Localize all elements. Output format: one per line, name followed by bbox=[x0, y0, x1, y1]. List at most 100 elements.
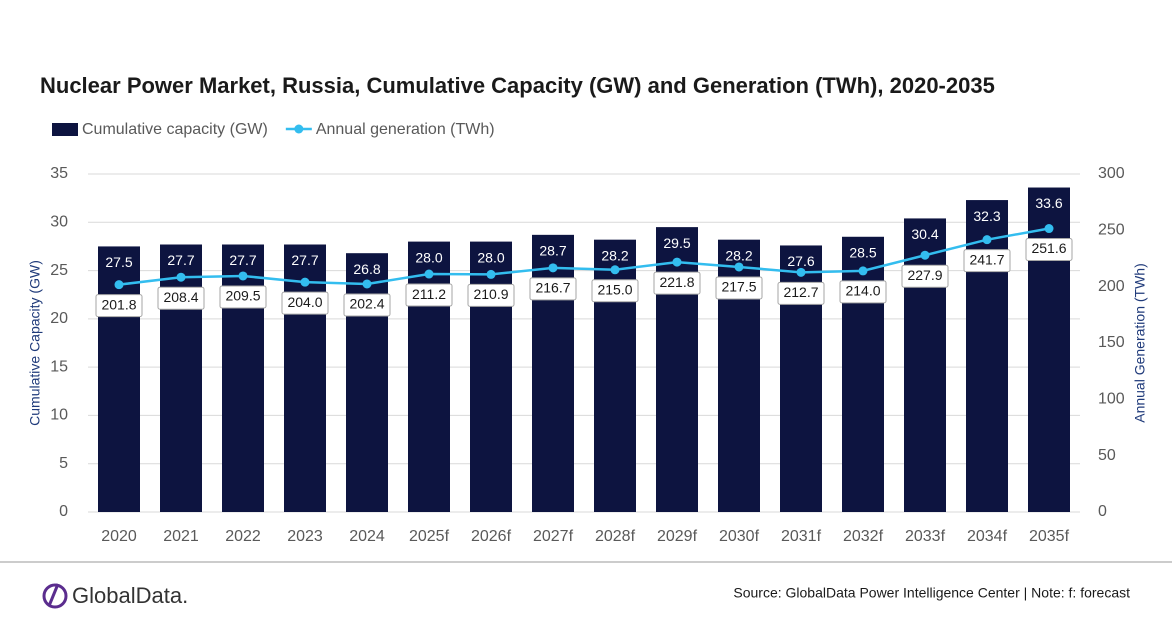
value-label-box bbox=[901, 264, 949, 288]
bar bbox=[470, 241, 512, 512]
value-label-box bbox=[653, 271, 701, 295]
bar bbox=[160, 244, 202, 513]
line-value-label: 209.5 bbox=[225, 288, 260, 304]
y2-tick-label: 0 bbox=[1098, 503, 1107, 520]
bar bbox=[98, 246, 140, 512]
bar-value-label: 28.2 bbox=[601, 247, 628, 263]
y-tick-label: 5 bbox=[59, 455, 68, 472]
value-label-box bbox=[405, 283, 453, 307]
x-tick-label: 2031f bbox=[781, 528, 822, 545]
x-tick-label: 2023 bbox=[287, 528, 323, 545]
x-tick-label: 2034f bbox=[967, 528, 1008, 545]
line-point bbox=[238, 271, 248, 281]
value-label-box bbox=[219, 285, 267, 309]
value-label-box bbox=[157, 286, 205, 310]
bar-value-label: 27.6 bbox=[787, 253, 814, 269]
y2-tick-label: 50 bbox=[1098, 447, 1116, 464]
value-label-box bbox=[529, 277, 577, 301]
y-tick-label: 30 bbox=[50, 214, 68, 231]
x-tick-label: 2024 bbox=[349, 528, 385, 545]
bar-value-label: 30.4 bbox=[911, 226, 938, 242]
bar-value-label: 28.5 bbox=[849, 244, 876, 260]
line-point bbox=[362, 279, 372, 289]
line-value-label: 208.4 bbox=[163, 289, 198, 305]
line-point bbox=[176, 272, 186, 282]
line-value-label: 216.7 bbox=[535, 280, 570, 296]
x-tick-label: 2033f bbox=[905, 528, 946, 545]
x-tick-label: 2027f bbox=[533, 528, 574, 545]
y-axis-title: Cumulative Capacity (GW) bbox=[27, 260, 43, 426]
y2-tick-label: 150 bbox=[1098, 334, 1125, 351]
line-point bbox=[672, 257, 682, 267]
bar-value-label: 32.3 bbox=[973, 208, 1000, 224]
line bbox=[118, 227, 1050, 286]
bar bbox=[966, 200, 1008, 512]
value-label-box bbox=[777, 281, 825, 305]
y-tick-label: 35 bbox=[50, 165, 68, 182]
line-point bbox=[858, 266, 868, 276]
y2-axis-title: Annual Generation (TWh) bbox=[1132, 263, 1148, 423]
x-tick-label: 2021 bbox=[163, 528, 199, 545]
y2-tick-label: 200 bbox=[1098, 278, 1125, 295]
bar bbox=[1028, 187, 1070, 512]
x-tick-label: 2020 bbox=[101, 528, 137, 545]
bar-value-label: 26.8 bbox=[353, 261, 380, 277]
logo-text: GlobalData. bbox=[72, 583, 188, 608]
bar-value-label: 29.5 bbox=[663, 235, 690, 251]
line-value-label: 204.0 bbox=[287, 294, 322, 310]
bar bbox=[904, 218, 946, 512]
line-point bbox=[548, 263, 558, 273]
y-tick-label: 0 bbox=[59, 503, 68, 520]
value-label-box bbox=[839, 280, 887, 304]
legend-swatch bbox=[52, 123, 78, 136]
x-tick-label: 2032f bbox=[843, 528, 884, 545]
bar bbox=[532, 234, 574, 512]
y-tick-label: 25 bbox=[50, 262, 68, 279]
y2-tick-label: 100 bbox=[1098, 391, 1125, 408]
line-value-label: 221.8 bbox=[659, 274, 694, 290]
line-point bbox=[982, 235, 992, 245]
value-label-box bbox=[281, 291, 329, 315]
bar bbox=[346, 253, 388, 512]
x-tick-label: 2028f bbox=[595, 528, 636, 545]
x-tick-label: 2029f bbox=[657, 528, 698, 545]
line-point bbox=[610, 265, 620, 275]
line-value-label: 227.9 bbox=[907, 267, 942, 283]
bar-value-label: 27.5 bbox=[105, 254, 132, 270]
line-point bbox=[920, 250, 930, 260]
line-value-label: 201.8 bbox=[101, 296, 136, 312]
y-tick-label: 10 bbox=[50, 407, 68, 424]
value-label-box bbox=[963, 249, 1011, 273]
bar bbox=[408, 241, 450, 512]
y2-tick-label: 250 bbox=[1098, 222, 1125, 239]
bar bbox=[222, 244, 264, 513]
bar-value-label: 28.7 bbox=[539, 243, 566, 259]
line-value-label: 241.7 bbox=[969, 251, 1004, 267]
bar bbox=[284, 244, 326, 513]
x-tick-label: 2022 bbox=[225, 528, 261, 545]
value-label-box bbox=[591, 279, 639, 303]
bar-value-label: 28.2 bbox=[725, 247, 752, 263]
source-note: Source: GlobalData Power Intelligence Ce… bbox=[733, 585, 1130, 601]
line-value-label: 212.7 bbox=[783, 284, 818, 300]
y-tick-label: 15 bbox=[50, 358, 68, 375]
x-tick-label: 2026f bbox=[471, 528, 512, 545]
line-point bbox=[1044, 224, 1054, 234]
value-label-box bbox=[715, 276, 763, 300]
bar bbox=[656, 227, 698, 512]
line-value-label: 217.5 bbox=[721, 279, 756, 295]
bar-value-label: 27.7 bbox=[291, 252, 318, 268]
line-value-label: 214.0 bbox=[845, 283, 880, 299]
y-tick-label: 20 bbox=[50, 310, 68, 327]
logo-icon bbox=[42, 583, 68, 609]
line-point bbox=[424, 269, 434, 279]
bar-value-label: 28.0 bbox=[415, 249, 442, 265]
legend-swatch-marker bbox=[294, 124, 304, 134]
line-value-label: 211.2 bbox=[412, 286, 446, 302]
chart-title: Nuclear Power Market, Russia, Cumulative… bbox=[40, 73, 995, 98]
bar-value-label: 28.0 bbox=[477, 249, 504, 265]
x-tick-label: 2035f bbox=[1029, 528, 1070, 545]
line-point bbox=[796, 267, 806, 277]
line-point bbox=[114, 280, 124, 290]
